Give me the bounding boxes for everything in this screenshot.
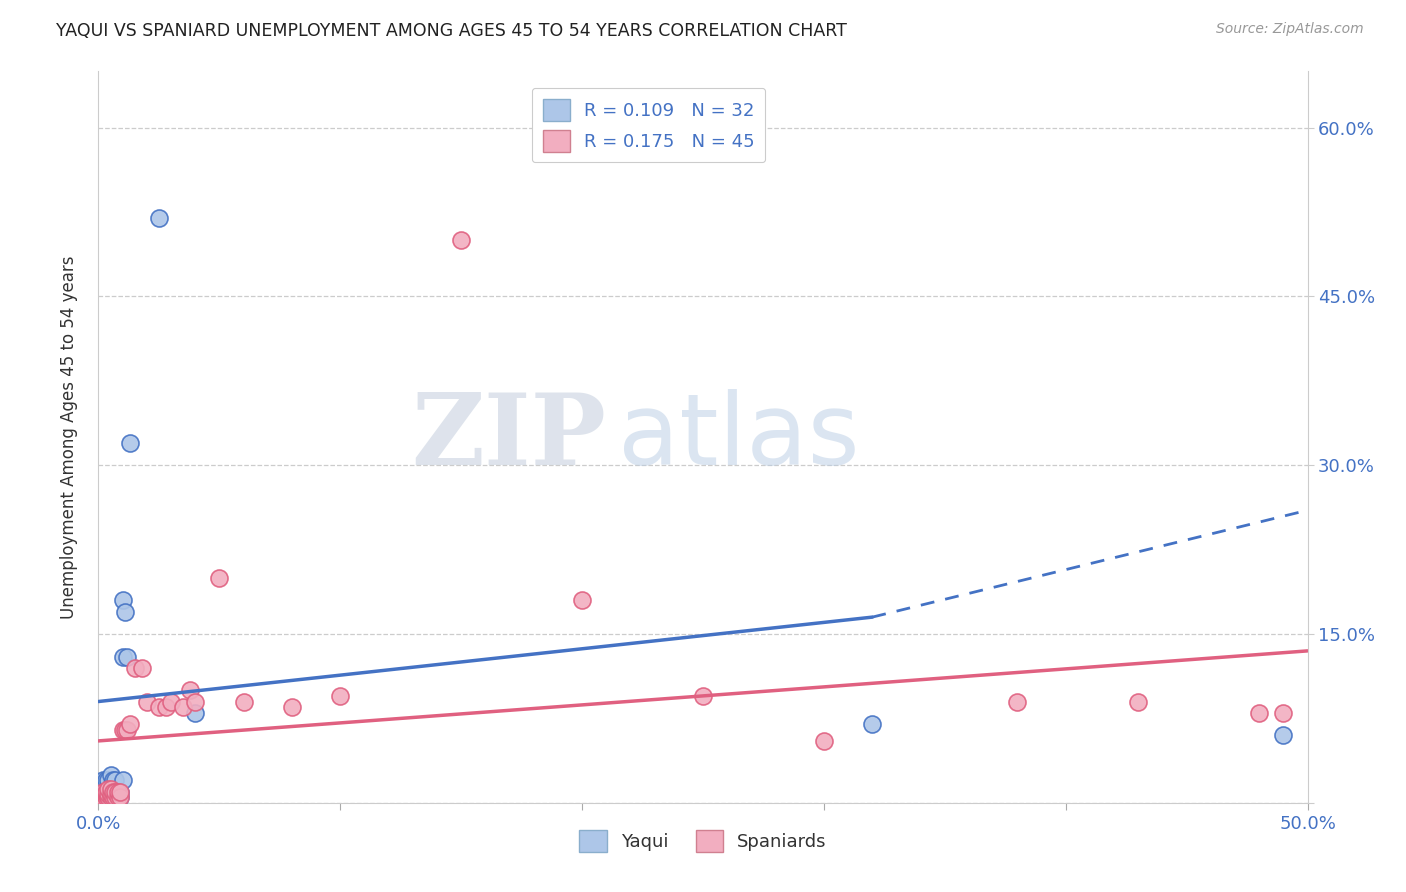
Point (100, 782, 122, 797)
Point (160, 694, 183, 708)
Point (232, 694, 254, 708)
Point (148, 211, 170, 225)
Point (155, 700, 177, 714)
Point (1272, 706, 1295, 720)
Point (101, 790, 124, 805)
Point (91, 790, 114, 805)
Point (111, 593, 134, 607)
Point (111, 649, 134, 664)
Point (100, 790, 122, 805)
Point (94, 784, 117, 798)
Point (135, 694, 157, 708)
Point (101, 773, 124, 788)
Point (90, 790, 112, 805)
Point (100, 790, 122, 805)
Point (97, 782, 120, 797)
Point (118, 717, 141, 731)
Point (104, 784, 127, 798)
Text: ZIP: ZIP (412, 389, 606, 485)
Point (107, 784, 129, 798)
Point (104, 784, 127, 798)
Point (148, 700, 170, 714)
Point (1272, 728, 1295, 742)
Point (860, 717, 883, 731)
Point (1007, 694, 1029, 708)
Point (117, 723, 139, 737)
Text: atlas: atlas (619, 389, 860, 485)
Point (184, 694, 207, 708)
Point (1128, 694, 1150, 708)
Point (281, 700, 304, 714)
Point (104, 790, 127, 805)
Point (107, 784, 129, 798)
Point (692, 689, 714, 703)
Point (91, 784, 114, 798)
Point (111, 723, 134, 737)
Point (107, 790, 129, 805)
Point (124, 661, 146, 675)
Point (118, 435, 141, 450)
Point (1249, 706, 1271, 720)
Text: Source: ZipAtlas.com: Source: ZipAtlas.com (1216, 22, 1364, 37)
Point (184, 706, 207, 720)
Point (131, 661, 153, 675)
Point (97, 784, 120, 798)
Point (101, 784, 124, 798)
Y-axis label: Unemployment Among Ages 45 to 54 years: Unemployment Among Ages 45 to 54 years (59, 255, 77, 619)
Point (97, 787, 120, 801)
Point (104, 773, 127, 788)
Point (94, 790, 117, 805)
Point (90, 790, 112, 805)
Point (101, 784, 124, 798)
Point (104, 790, 127, 805)
Point (571, 593, 593, 607)
Point (100, 779, 122, 793)
Point (208, 571, 231, 585)
Point (94, 784, 117, 798)
Point (94, 787, 117, 801)
Point (108, 784, 131, 798)
Text: YAQUI VS SPANIARD UNEMPLOYMENT AMONG AGES 45 TO 54 YEARS CORRELATION CHART: YAQUI VS SPANIARD UNEMPLOYMENT AMONG AGE… (56, 22, 846, 40)
Point (813, 734, 835, 748)
Point (97, 773, 120, 788)
Point (450, 233, 472, 247)
Legend: Yaqui, Spaniards: Yaqui, Spaniards (572, 823, 834, 860)
Point (107, 790, 129, 805)
Point (108, 790, 131, 805)
Point (172, 700, 194, 714)
Point (91, 784, 114, 798)
Point (179, 683, 201, 698)
Point (94, 773, 117, 788)
Point (91, 773, 114, 788)
Point (329, 689, 352, 703)
Point (97, 790, 120, 805)
Point (97, 790, 120, 805)
Point (100, 767, 122, 781)
Point (100, 787, 122, 801)
Point (117, 649, 139, 664)
Point (94, 790, 117, 805)
Point (111, 773, 134, 788)
Point (114, 723, 136, 737)
Point (101, 790, 124, 805)
Point (114, 605, 136, 619)
Point (108, 790, 131, 805)
Point (108, 784, 131, 798)
